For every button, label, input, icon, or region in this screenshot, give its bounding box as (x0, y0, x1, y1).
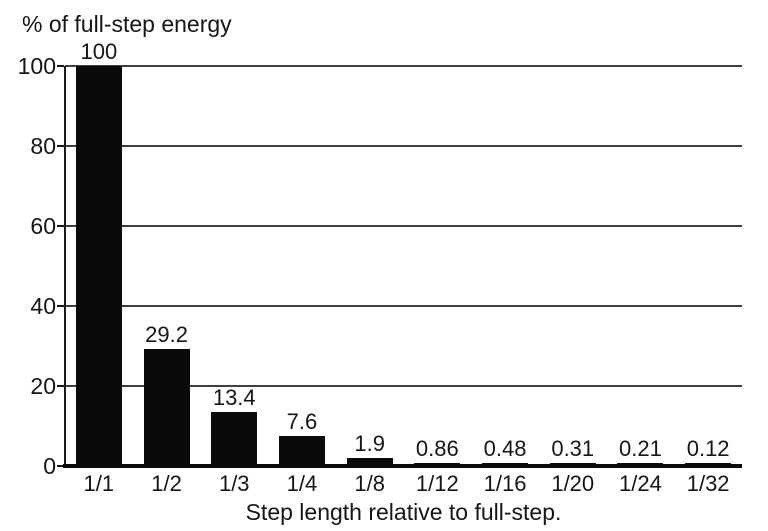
x-tick-label-1-1: 1/1 (83, 471, 115, 496)
y-tick-label-100: 100 (17, 53, 56, 79)
x-tick-label-1-24: 1/24 (619, 471, 662, 496)
bar-1-4 (278, 435, 325, 466)
y-axis-line (64, 66, 66, 466)
x-axis-baseline (63, 464, 742, 468)
y-tick-label-20: 20 (30, 373, 56, 399)
bar-1-2 (143, 349, 190, 466)
bar-value-label-1-1: 100 (80, 39, 118, 64)
gridline-60 (65, 225, 742, 227)
bar-1-1 (75, 66, 122, 466)
x-tick-label-1-32: 1/32 (686, 471, 730, 496)
x-tick-label-1-20: 1/20 (551, 471, 595, 496)
y-tick-label-0: 0 (43, 453, 56, 479)
y-tick-label-60: 60 (30, 213, 56, 239)
gridline-20 (65, 385, 742, 387)
bar-value-label-1-8: 1.9 (354, 431, 385, 457)
x-tick-label-1-8: 1/8 (354, 471, 385, 496)
bar-value-label-1-4: 7.6 (286, 408, 318, 434)
bar-value-label-1-32: 0.12 (686, 436, 730, 461)
bar-value-label-1-12: 0.86 (415, 435, 459, 461)
y-tick-label-40: 40 (30, 293, 56, 319)
x-tick-label-1-4: 1/4 (286, 471, 318, 496)
x-tick-label-1-3: 1/3 (218, 471, 250, 496)
y-tick-mark-20 (57, 385, 64, 387)
y-tick-mark-60 (57, 225, 64, 227)
gridline-100 (65, 65, 742, 67)
y-tick-mark-40 (57, 305, 64, 307)
x-axis-title: Step length relative to full-step. (245, 499, 562, 525)
bar-value-label-1-24: 0.21 (619, 436, 662, 461)
x-tick-label-1-2: 1/2 (151, 471, 182, 496)
bar-1-8 (346, 458, 393, 466)
y-tick-label-80: 80 (30, 133, 56, 159)
y-tick-mark-0 (57, 465, 64, 467)
y-tick-mark-100 (57, 65, 64, 67)
chart-title: % of full-step energy (22, 11, 232, 37)
x-tick-label-1-12: 1/12 (415, 471, 459, 496)
bar-1-3 (211, 412, 258, 466)
y-tick-mark-80 (57, 145, 64, 147)
bar-value-label-1-16: 0.48 (483, 436, 527, 461)
bar-value-label-1-20: 0.31 (551, 436, 595, 461)
gridline-80 (65, 145, 742, 147)
bar-value-label-1-3: 13.4 (212, 385, 256, 411)
x-tick-label-1-16: 1/16 (483, 471, 527, 496)
gridline-40 (65, 305, 742, 307)
bar-value-label-1-2: 29.2 (145, 322, 188, 348)
